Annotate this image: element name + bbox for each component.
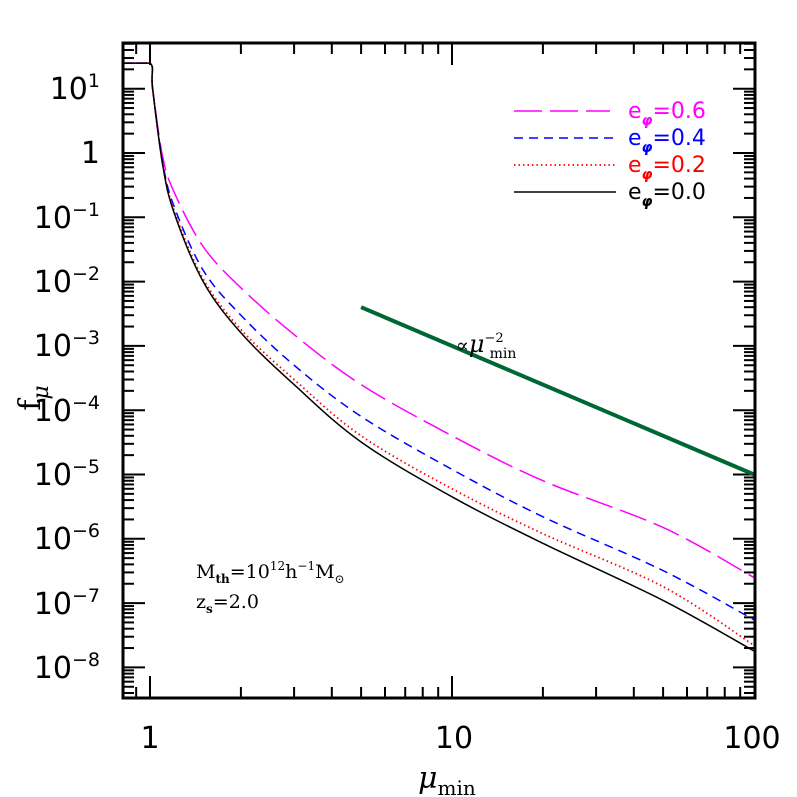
x-tick-labels: 1 10 100 bbox=[140, 721, 780, 756]
curve-4 bbox=[360, 305, 755, 477]
slope-annotation: ∝μ−2 min bbox=[456, 330, 516, 362]
y-axis-title: fμ bbox=[13, 385, 54, 410]
x-tick-label-100: 100 bbox=[723, 721, 780, 756]
y-tick-label: 10−1 bbox=[34, 199, 100, 236]
y-tick-labels: 101 1 10−1 10−2 10−3 10−4 10−5 10−6 10−7… bbox=[34, 70, 100, 686]
data-curves bbox=[123, 62, 755, 652]
y-tick-label: 10−3 bbox=[34, 327, 100, 364]
x-axis-title: μmin bbox=[418, 761, 476, 797]
x-tick-label-10: 10 bbox=[435, 721, 473, 756]
y-tick-label: 10−7 bbox=[34, 585, 100, 622]
y-tick-label: 10−2 bbox=[34, 263, 100, 300]
y-tick-label: 10−6 bbox=[34, 520, 100, 557]
legend-label-00: eφ=0.0 bbox=[628, 180, 706, 210]
curve-3 bbox=[123, 62, 755, 652]
legend-label-04: eφ=0.4 bbox=[628, 126, 706, 156]
legend: eφ=0.6 eφ=0.4 eφ=0.2 eφ=0.0 bbox=[514, 99, 706, 210]
curve-2 bbox=[123, 62, 755, 647]
legend-label-02: eφ=0.2 bbox=[628, 153, 706, 183]
y-tick-label: 10−5 bbox=[34, 456, 100, 493]
curve-0 bbox=[123, 62, 755, 579]
plot-frame bbox=[121, 41, 757, 700]
y-tick-label: 10−8 bbox=[34, 649, 100, 686]
y-tick-label: 1 bbox=[81, 136, 100, 171]
y-tick-label: 10−4 bbox=[34, 392, 100, 429]
mass-threshold-annotation: Mth=1012h−1M⊙ bbox=[196, 559, 345, 586]
x-tick-label-1: 1 bbox=[140, 721, 159, 756]
legend-label-06: eφ=0.6 bbox=[628, 99, 706, 129]
source-redshift-annotation: zs=2.0 bbox=[196, 591, 259, 616]
y-tick-label: 101 bbox=[50, 70, 100, 107]
